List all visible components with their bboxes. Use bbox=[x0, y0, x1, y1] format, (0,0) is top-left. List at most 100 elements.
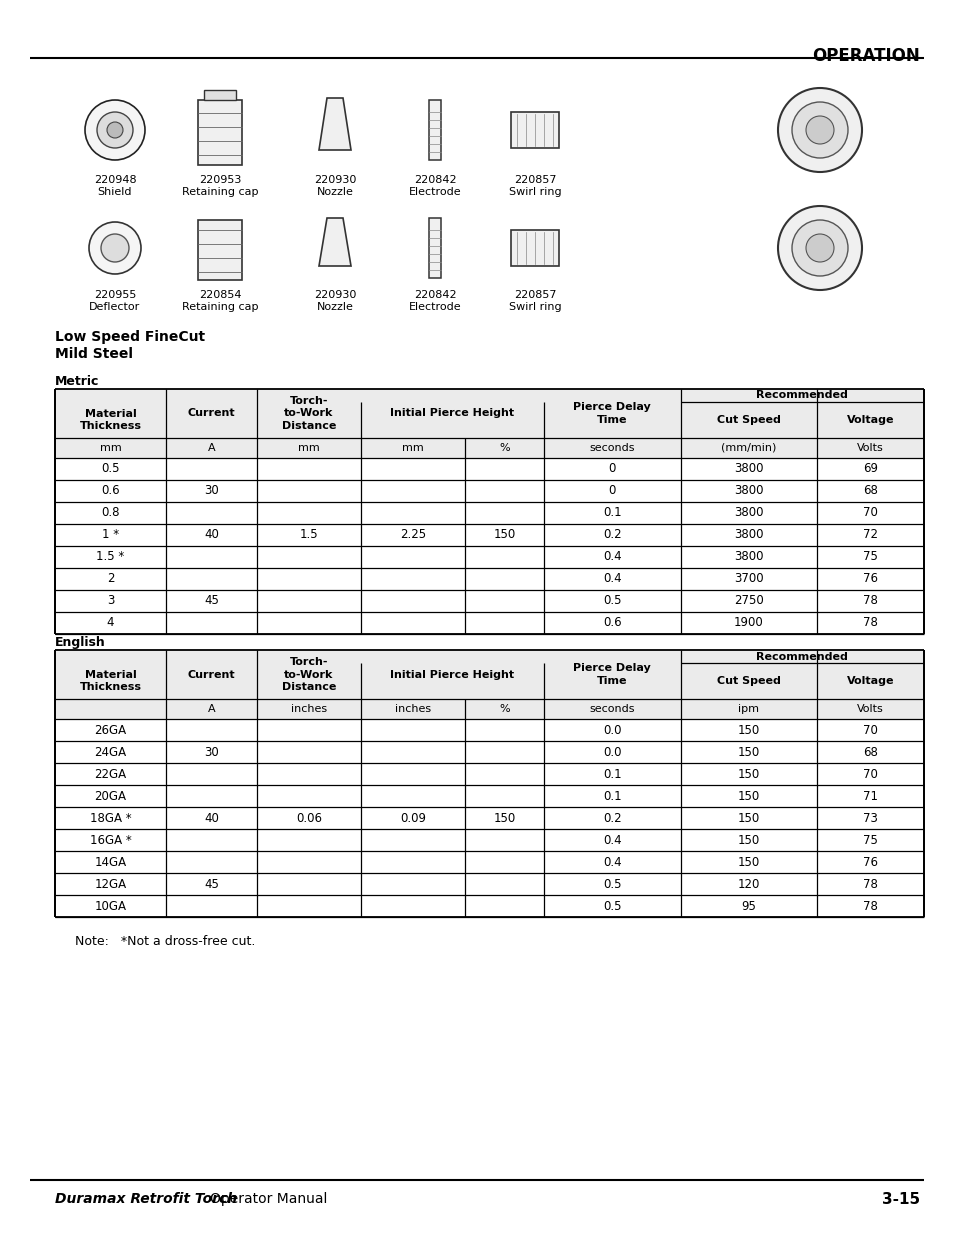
Text: 73: 73 bbox=[862, 811, 877, 825]
Text: 30: 30 bbox=[204, 484, 218, 498]
Text: 72: 72 bbox=[862, 529, 877, 541]
Text: %: % bbox=[498, 704, 509, 714]
Text: Swirl ring: Swirl ring bbox=[508, 186, 560, 198]
Text: 76: 76 bbox=[862, 856, 877, 868]
Text: Material
Thickness: Material Thickness bbox=[79, 409, 141, 431]
Bar bbox=[198, 220, 242, 280]
Text: Deflector: Deflector bbox=[90, 303, 140, 312]
Circle shape bbox=[805, 233, 833, 262]
Text: 150: 150 bbox=[493, 811, 515, 825]
Text: 12GA: 12GA bbox=[94, 878, 127, 890]
Text: mm: mm bbox=[297, 443, 319, 453]
Text: Current: Current bbox=[188, 409, 235, 419]
Text: 150: 150 bbox=[737, 767, 760, 781]
Text: 30: 30 bbox=[204, 746, 218, 758]
Circle shape bbox=[791, 220, 847, 275]
Text: Voltage: Voltage bbox=[846, 676, 893, 685]
Circle shape bbox=[85, 100, 145, 161]
Text: 150: 150 bbox=[737, 811, 760, 825]
Text: 0.8: 0.8 bbox=[101, 506, 119, 520]
Text: 3800: 3800 bbox=[733, 484, 762, 498]
Text: 0.5: 0.5 bbox=[602, 594, 620, 608]
Circle shape bbox=[791, 103, 847, 158]
Text: 0.5: 0.5 bbox=[602, 878, 620, 890]
Text: seconds: seconds bbox=[589, 443, 635, 453]
Text: 220857: 220857 bbox=[514, 175, 556, 185]
Text: 40: 40 bbox=[204, 811, 218, 825]
Text: 150: 150 bbox=[737, 856, 760, 868]
Text: 68: 68 bbox=[862, 746, 877, 758]
Text: 220854: 220854 bbox=[198, 290, 241, 300]
Text: (mm/min): (mm/min) bbox=[720, 443, 776, 453]
Text: 3800: 3800 bbox=[733, 529, 762, 541]
Text: English: English bbox=[55, 636, 106, 650]
Text: 220842: 220842 bbox=[414, 175, 456, 185]
Text: Swirl ring: Swirl ring bbox=[508, 303, 560, 312]
Text: Cut Speed: Cut Speed bbox=[716, 415, 780, 425]
Text: 220948: 220948 bbox=[93, 175, 136, 185]
Bar bbox=[55, 389, 923, 458]
Text: 0.4: 0.4 bbox=[602, 573, 621, 585]
Text: Retaining cap: Retaining cap bbox=[182, 303, 258, 312]
Text: 220842: 220842 bbox=[414, 290, 456, 300]
Text: Cut Speed: Cut Speed bbox=[716, 676, 780, 685]
Text: 0.1: 0.1 bbox=[602, 767, 621, 781]
Bar bbox=[55, 650, 923, 719]
Text: 1.5 *: 1.5 * bbox=[96, 551, 125, 563]
Text: 0.5: 0.5 bbox=[101, 462, 119, 475]
Text: 3800: 3800 bbox=[733, 551, 762, 563]
Bar bbox=[511, 112, 558, 148]
Text: Recommended: Recommended bbox=[756, 652, 847, 662]
Text: 0.0: 0.0 bbox=[602, 724, 620, 736]
Text: 2.25: 2.25 bbox=[399, 529, 425, 541]
Text: 0.1: 0.1 bbox=[602, 789, 621, 803]
Text: 68: 68 bbox=[862, 484, 877, 498]
Text: 71: 71 bbox=[862, 789, 877, 803]
Text: 2: 2 bbox=[107, 573, 114, 585]
Text: Electrode: Electrode bbox=[408, 303, 461, 312]
Text: 3700: 3700 bbox=[733, 573, 762, 585]
Text: 150: 150 bbox=[737, 789, 760, 803]
Text: Operator Manual: Operator Manual bbox=[210, 1192, 327, 1207]
Text: mm: mm bbox=[401, 443, 423, 453]
Bar bbox=[204, 90, 235, 100]
Text: 0.4: 0.4 bbox=[602, 551, 621, 563]
Text: 0.06: 0.06 bbox=[295, 811, 321, 825]
Text: Volts: Volts bbox=[857, 443, 883, 453]
Text: 150: 150 bbox=[737, 834, 760, 846]
Text: 14GA: 14GA bbox=[94, 856, 127, 868]
Text: Metric: Metric bbox=[55, 375, 99, 388]
Circle shape bbox=[97, 112, 132, 148]
Text: 0.5: 0.5 bbox=[602, 899, 620, 913]
Text: 70: 70 bbox=[862, 724, 877, 736]
Text: 70: 70 bbox=[862, 506, 877, 520]
Text: 3: 3 bbox=[107, 594, 114, 608]
Text: Pierce Delay
Time: Pierce Delay Time bbox=[573, 663, 650, 685]
Text: 0.1: 0.1 bbox=[602, 506, 621, 520]
Polygon shape bbox=[318, 98, 351, 149]
Text: 0.0: 0.0 bbox=[602, 746, 620, 758]
Text: 40: 40 bbox=[204, 529, 218, 541]
Text: 10GA: 10GA bbox=[94, 899, 127, 913]
Circle shape bbox=[101, 233, 129, 262]
Text: 95: 95 bbox=[740, 899, 756, 913]
Text: 1.5: 1.5 bbox=[299, 529, 318, 541]
Text: Pierce Delay
Time: Pierce Delay Time bbox=[573, 403, 650, 425]
Text: 0: 0 bbox=[608, 484, 616, 498]
Text: Recommended: Recommended bbox=[756, 390, 847, 400]
Text: 0.09: 0.09 bbox=[399, 811, 425, 825]
Text: 18GA *: 18GA * bbox=[90, 811, 132, 825]
Text: 1 *: 1 * bbox=[102, 529, 119, 541]
Text: 78: 78 bbox=[862, 878, 877, 890]
Text: 76: 76 bbox=[862, 573, 877, 585]
Text: 0.6: 0.6 bbox=[602, 616, 621, 630]
Text: 24GA: 24GA bbox=[94, 746, 127, 758]
Polygon shape bbox=[318, 219, 351, 266]
Text: Volts: Volts bbox=[857, 704, 883, 714]
Text: Torch-
to-Work
Distance: Torch- to-Work Distance bbox=[281, 657, 335, 692]
Text: Retaining cap: Retaining cap bbox=[182, 186, 258, 198]
Text: 0.4: 0.4 bbox=[602, 856, 621, 868]
Text: Low Speed FineCut: Low Speed FineCut bbox=[55, 330, 205, 345]
Text: 220955: 220955 bbox=[93, 290, 136, 300]
Text: 0.6: 0.6 bbox=[101, 484, 120, 498]
